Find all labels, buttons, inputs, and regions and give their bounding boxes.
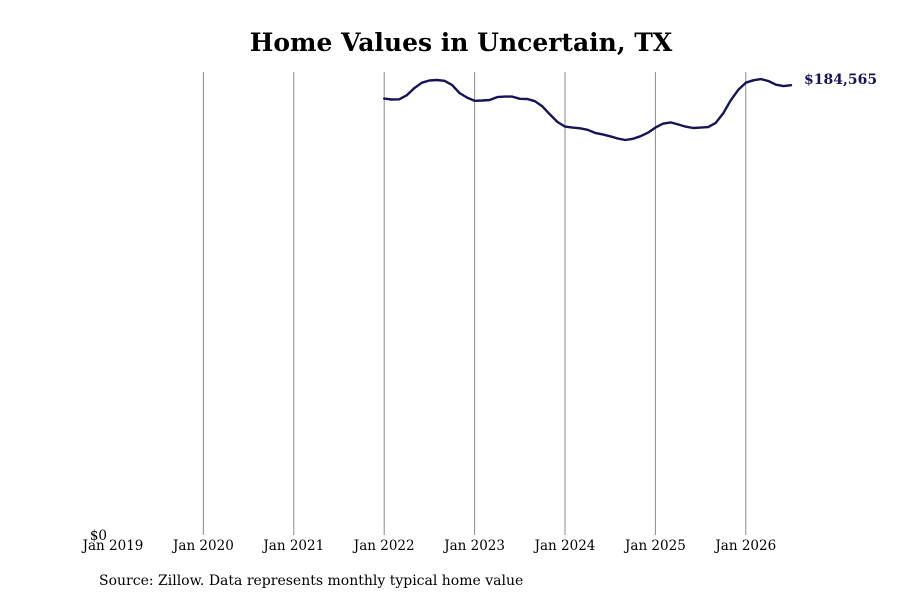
x-tick-label: Jan 2026 [713,538,776,554]
x-tick-label: Jan 2020 [171,538,234,554]
x-tick-label: Jan 2024 [533,538,596,554]
tick-labels: Jan 2019 Jan 2020 Jan 2021 Jan 2022 Jan 2023… [81,528,777,554]
x-tick-label: Jan 2019 [81,538,144,554]
y-tick-label: $0 [90,528,107,544]
x-tick-label: Jan 2021 [261,538,324,554]
source-note: Source: Zillow. Data represents monthly … [99,573,524,589]
x-tick-label: Jan 2025 [623,538,686,554]
series-layer [383,77,793,142]
series-line [383,77,793,142]
gridlines [202,72,747,535]
last-value-label: $184,565 [804,72,877,88]
chart-title: Home Values in Uncertain, TX [249,28,673,57]
x-tick-label: Jan 2023 [442,538,505,554]
x-tick-label: Jan 2022 [352,538,415,554]
